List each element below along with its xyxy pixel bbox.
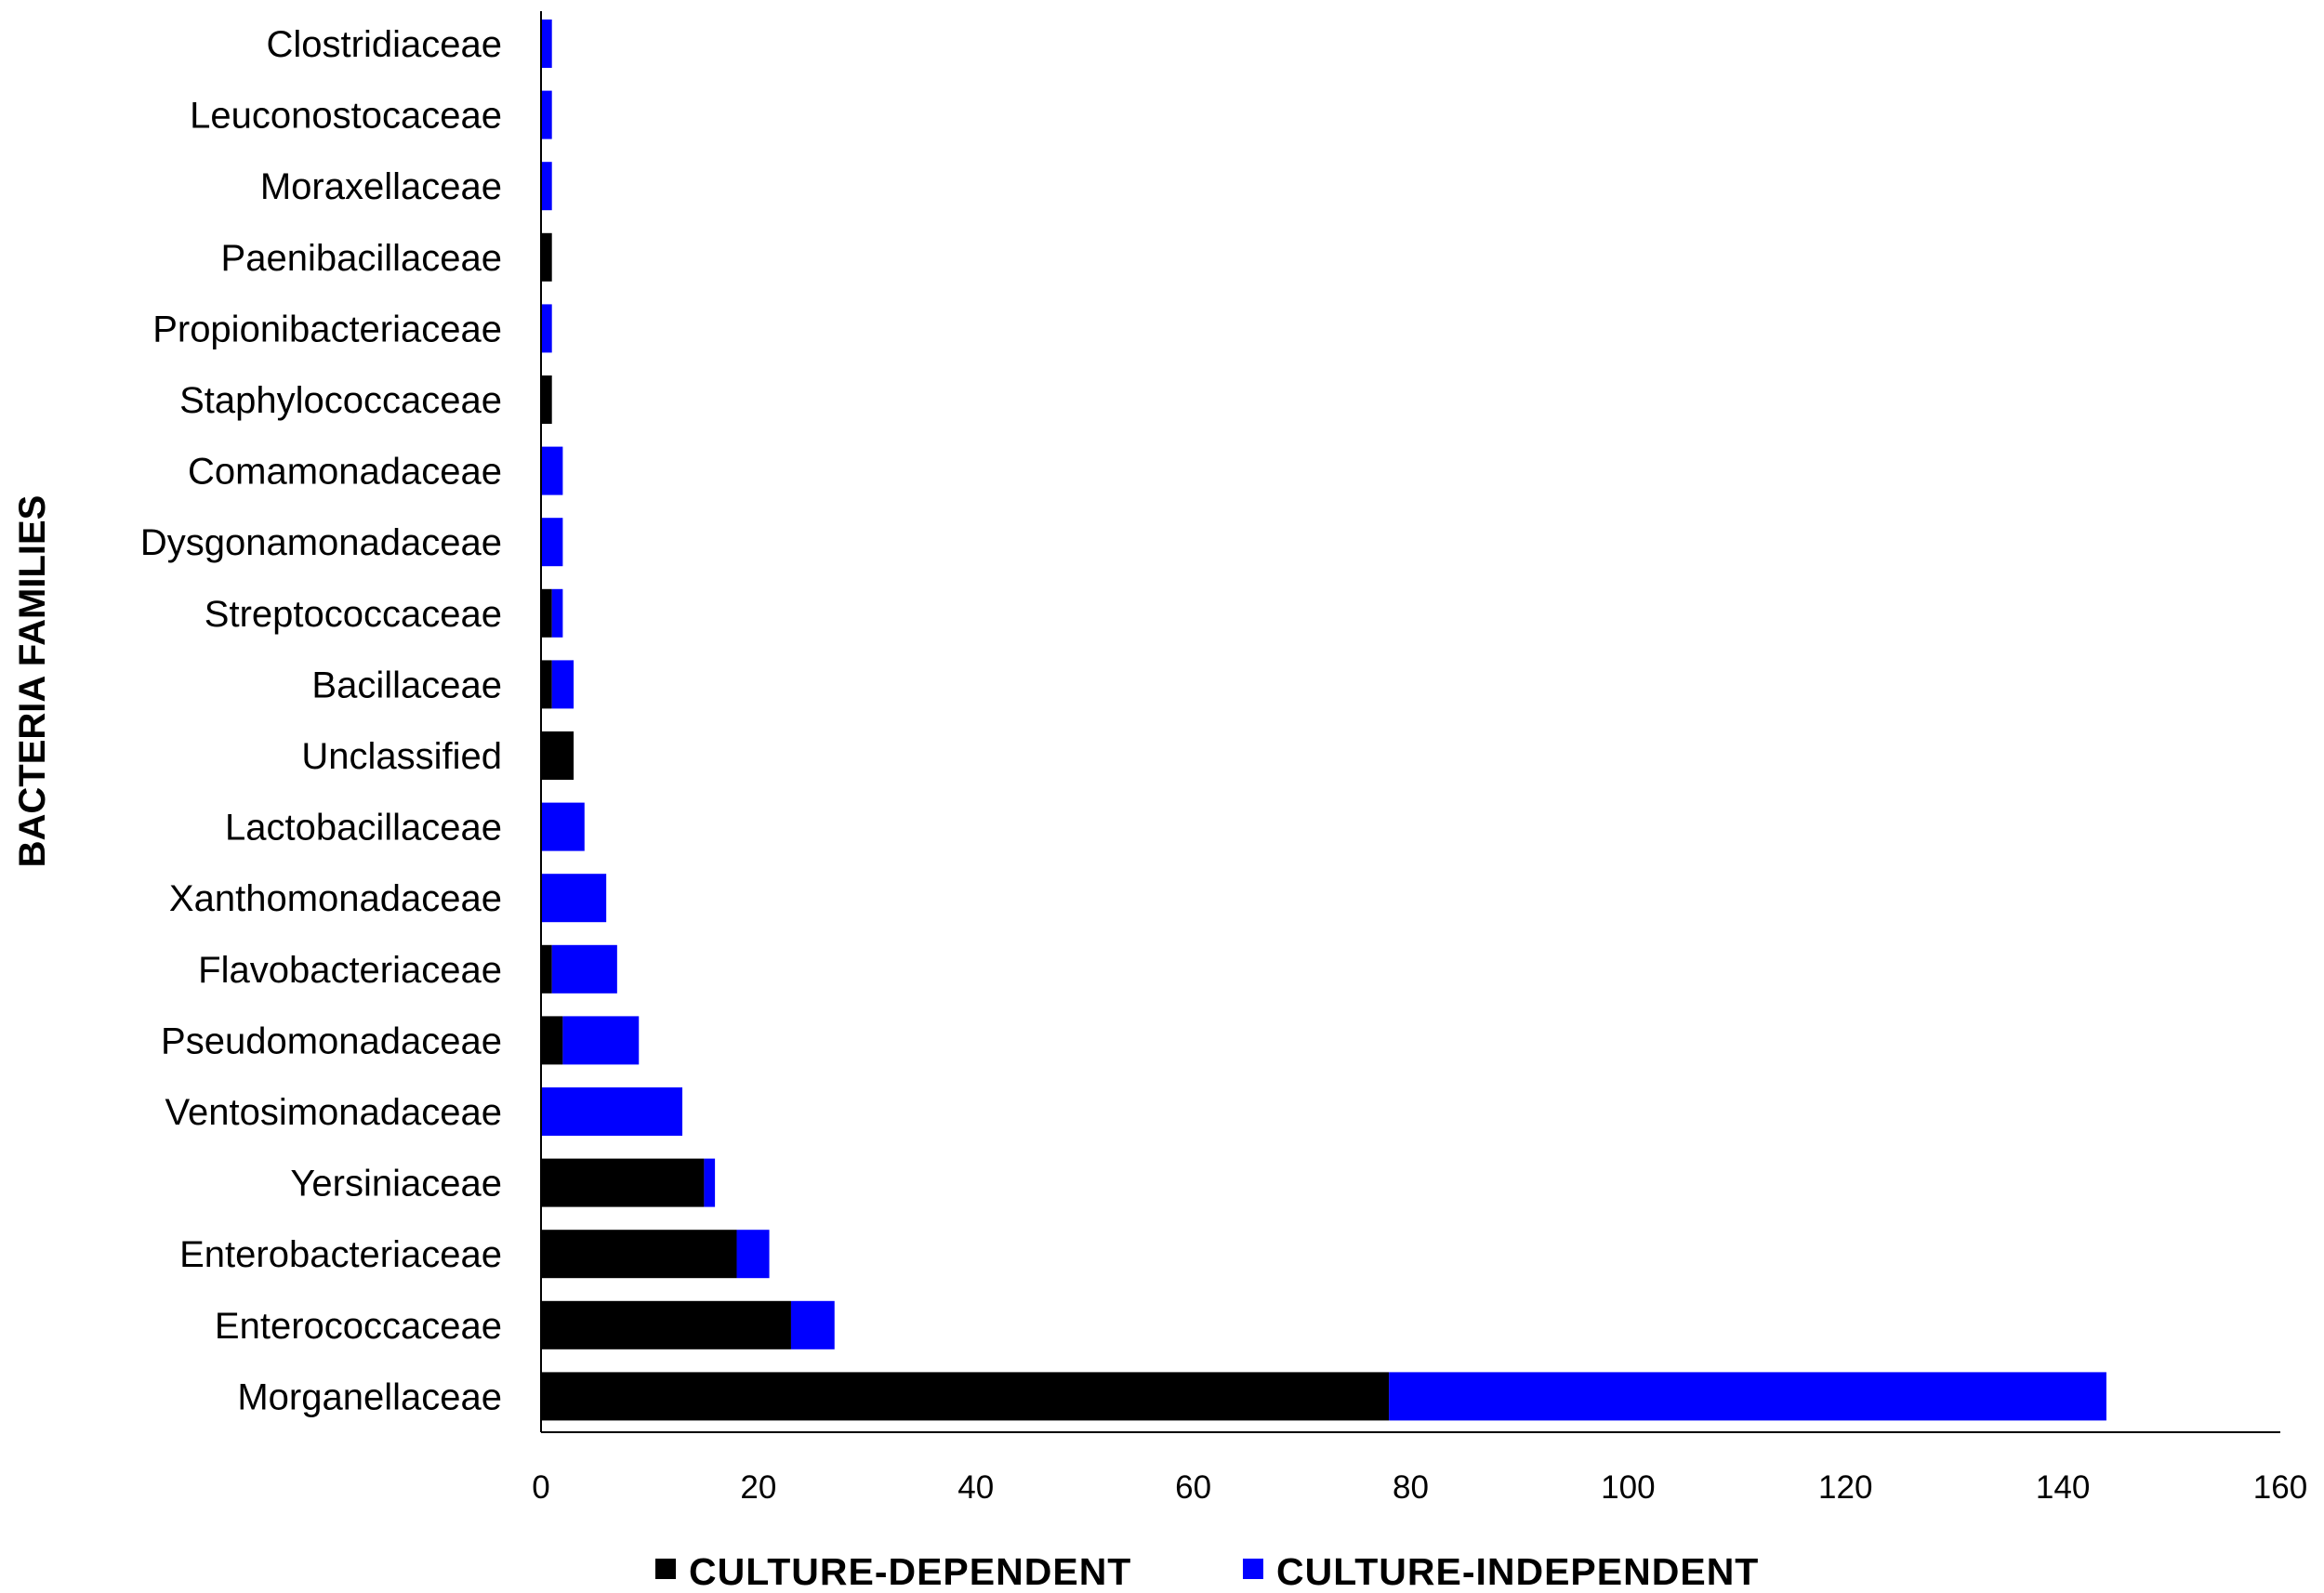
category-label: Clostridiaceae [267,24,502,65]
bar-culture-independent [736,1230,770,1279]
category-label: Xanthomonadaceae [169,878,502,919]
category-label: Moraxellaceae [260,166,502,207]
category-label: Staphylococcaceae [179,380,502,421]
category-label: Ventosimonadaceae [165,1092,503,1133]
bar-culture-independent [541,802,585,851]
bar-culture-independent [541,446,563,495]
category-label: Lactobacillaceae [225,808,502,849]
bar-culture-independent [551,588,563,638]
bar-culture-independent [1389,1372,2106,1421]
x-tick-label: 20 [740,1469,776,1506]
bar-culture-independent [541,874,607,923]
bar-culture-dependent [541,232,552,282]
category-label: Morganellaceae [237,1376,502,1417]
category-label: Bacillaceae [311,665,502,705]
category-labels: Clostridiaceae Leuconostocaceae Moraxellac… [140,24,502,1417]
bars-group [541,20,2106,1421]
x-tick-label: 120 [1818,1469,1872,1506]
x-tick-label: 80 [1393,1469,1429,1506]
category-label: Propionibacteriaceae [152,309,502,349]
x-tick-label: 0 [532,1469,549,1506]
bar-culture-independent [551,660,574,709]
category-label: Flavobacteriaceae [198,950,502,991]
bar-culture-independent [541,20,552,68]
category-label: Streptococcaceae [205,594,502,635]
bar-culture-dependent [541,375,552,424]
bar-culture-independent [541,518,563,567]
legend-swatch-culture-independent [1243,1559,1263,1579]
bar-culture-independent [704,1158,716,1207]
x-tick-label: 140 [2036,1469,2090,1506]
x-tick-label: 100 [1601,1469,1655,1506]
bar-culture-dependent [541,1158,705,1207]
x-tick-label: 160 [2253,1469,2307,1506]
x-tick-label: 60 [1175,1469,1211,1506]
category-label: Leuconostocaceae [190,96,502,137]
bar-culture-dependent [541,1016,563,1065]
bar-culture-independent [551,944,617,994]
y-axis-title: BACTERIA FAMILIES [12,495,53,868]
category-label: Dysgonamonadaceae [140,522,502,563]
category-label: Enterococcaceae [215,1306,502,1347]
legend-label: CULTURE-DEPENDENT [689,1550,1131,1593]
bar-culture-dependent [541,588,552,638]
bar-culture-independent [541,162,552,211]
category-label: Paenibacillaceae [221,238,502,279]
bar-culture-independent [541,90,552,139]
bar-culture-dependent [541,1300,791,1349]
bar-culture-dependent [541,1372,1390,1421]
x-tick-label: 40 [957,1469,994,1506]
legend-swatch-culture-dependent [655,1559,676,1579]
bar-culture-dependent [541,1230,737,1279]
bar-culture-dependent [541,731,574,780]
category-label: Unclassified [301,736,502,777]
bar-culture-dependent [541,944,552,994]
bar-culture-independent [562,1016,640,1065]
bar-culture-independent [790,1300,835,1349]
x-axis-ticks: 0 20 40 60 80 100 120 140 160 [532,1469,2307,1506]
category-label: Pseudomonadaceae [161,1020,502,1061]
bar-culture-independent [541,304,552,353]
category-label: Enterobacteriaceae [179,1234,502,1275]
category-label: Comamonadaceae [188,452,502,493]
bar-culture-dependent [541,660,552,709]
legend-label: CULTURE-INDEPENDENT [1276,1550,1759,1593]
legend: CULTURE-DEPENDENT CULTURE-INDEPENDENT [655,1550,1759,1593]
category-label: Yersiniaceae [290,1164,502,1205]
bar-culture-independent [541,1087,683,1136]
